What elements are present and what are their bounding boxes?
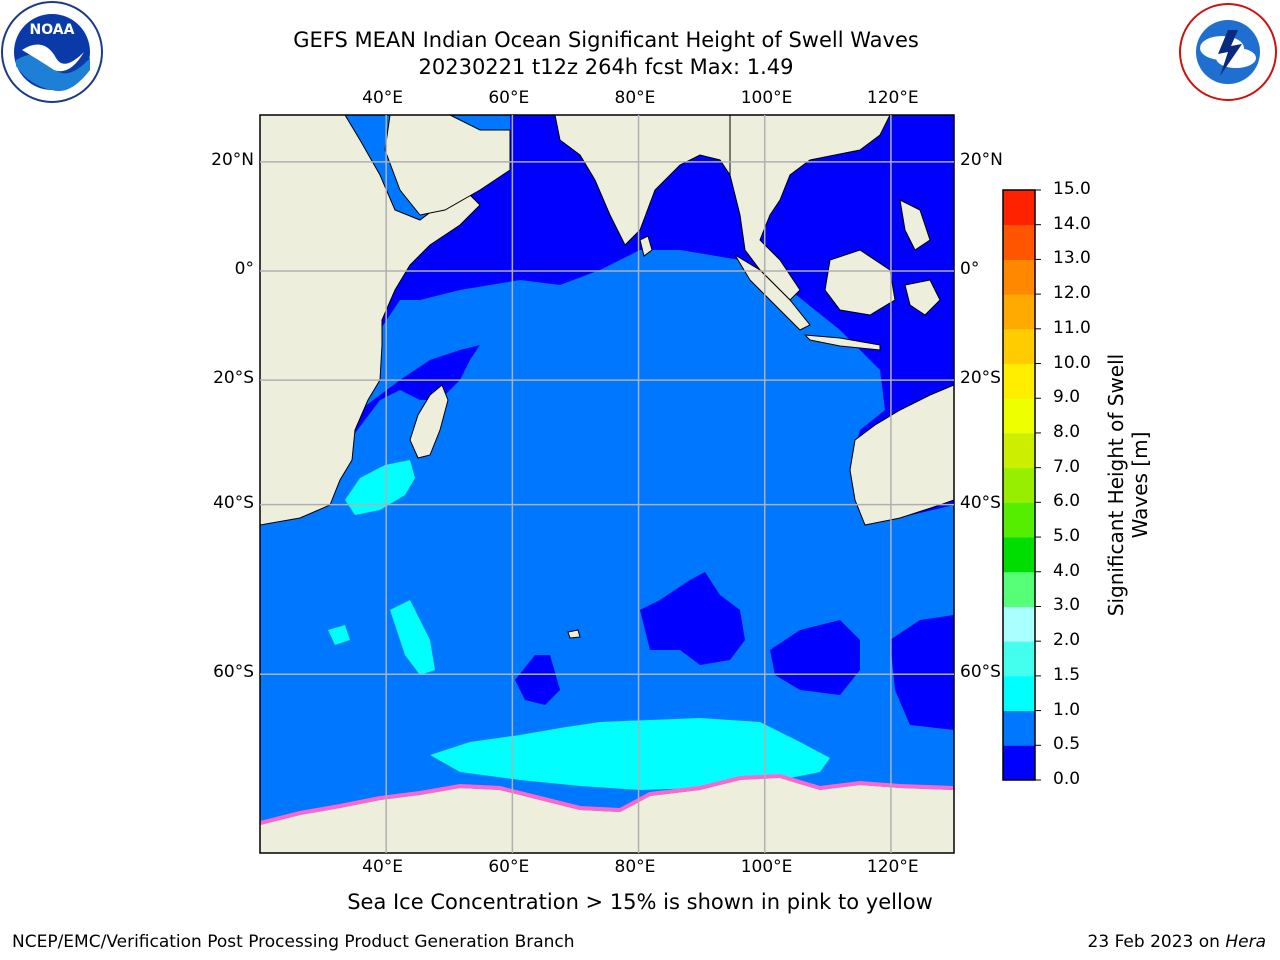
cyan-swell-south-patch [390,600,435,675]
footer-date-text: 23 Feb 2023 on [1087,932,1226,952]
lon-label: 40°E [362,857,404,877]
map-frame [259,114,955,854]
cyan-swell-small [328,625,350,645]
footer-credit: NCEP/EMC/Verification Post Processing Pr… [12,932,575,952]
lat-label: 60°S [213,662,254,683]
islands-east-land [899,199,931,251]
deep-swell-south-2 [770,620,860,695]
lon-label: 60°E [488,88,530,108]
colorbar-tick-label: 7.0 [1053,456,1081,477]
colorbar-segment [1003,537,1035,573]
sulawesi-land [904,279,941,316]
africa-land [260,115,481,526]
colorbar-tick-label: 6.0 [1053,491,1081,512]
graticule [260,115,954,853]
deep-swell-south-1 [640,572,745,665]
colorbar-segment [1003,641,1035,677]
arabia-land [384,115,511,216]
colorbar-segment [1003,398,1035,434]
colorbar-segment [1003,259,1035,295]
deep-swell-south-3 [890,615,954,730]
java-land [803,334,881,351]
deep-swell-region [380,115,954,520]
cyan-swell-south-band [430,718,830,790]
colorbar-tick-label: 5.0 [1053,526,1081,547]
colorbar-tick-label: 0.0 [1053,769,1081,789]
lon-label: 80°E [614,88,656,108]
lat-label: 20°S [960,368,1001,389]
colorbar-tick-label: 1.0 [1053,699,1081,720]
lon-label: 120°E [866,857,919,877]
lon-label: 100°E [740,857,793,877]
colorbar-tick-label: 4.0 [1053,560,1081,581]
deep-swell-madagascar [350,345,480,440]
sea-ice-edge [260,773,954,825]
colorbar-frame [1002,189,1036,781]
colorbar-tick-label: 9.0 [1053,387,1081,408]
kerguelen-land [567,629,581,639]
caption: Sea Ice Concentration > 15% is shown in … [347,890,933,914]
lat-label: 20°N [211,149,254,170]
srilanka-land [639,235,653,257]
nws-logo [1179,3,1277,101]
colorbar [1002,189,1041,781]
lat-label: 20°S [213,368,254,389]
lon-label: 120°E [866,88,919,108]
colorbar-tick-label: 0.5 [1053,734,1081,755]
lat-label: 40°S [960,492,1001,513]
lat-label: 0° [960,258,980,279]
india-land [554,115,731,246]
lon-label: 80°E [614,857,656,877]
colorbar-tick-label: 10.0 [1053,352,1091,373]
antarctica-land [260,778,954,853]
colorbar-segment [1003,606,1035,642]
colorbar-segment [1003,294,1035,330]
colorbar-segment [1003,432,1035,469]
colorbar-segment [1003,363,1035,399]
colorbar-tick-label: 13.0 [1053,248,1091,269]
lon-label: 100°E [740,88,793,108]
colorbar-tick-label: 3.0 [1053,595,1081,616]
colorbar-segment [1003,224,1035,260]
colorbar-segment [1003,467,1035,503]
colorbar-segment [1003,190,1035,226]
chart-title: GEFS MEAN Indian Ocean Significant Heigh… [293,28,919,52]
noaa-logo-text: NOAA [30,22,75,38]
colorbar-tick-label: 15.0 [1053,179,1091,199]
colorbar-tick-label: 12.0 [1053,283,1091,304]
lat-label: 60°S [960,662,1001,683]
chart-subtitle: 20230221 t12z 264h fcst Max: 1.49 [418,55,794,79]
colorbar-label: Significant Height of Swell Waves [m] [1104,353,1152,617]
colorbar-segment [1003,571,1035,607]
colorbar-segment [1003,328,1035,365]
lat-label: 40°S [213,492,254,513]
borneo-land [824,249,896,316]
colorbar-tick-label: 1.5 [1053,664,1081,685]
colorbar-segment [1003,710,1035,746]
colorbar-tick-label: 11.0 [1053,317,1091,338]
colorbar-tick-label: 14.0 [1053,213,1091,234]
colorbar-segment [1003,745,1035,781]
madagascar-land [409,384,449,459]
footer-machine: Hera [1225,932,1266,952]
noaa-logo: NOAA [1,1,103,103]
colorbar-tick-label: 8.0 [1053,421,1081,442]
cyan-swell-mozambique [345,460,415,515]
lat-label: 20°N [960,149,1003,170]
colorbar-tick-label: 2.0 [1053,630,1081,651]
colorbar-segment [1003,675,1035,712]
footer-date: 23 Feb 2023 on Hera [1088,932,1266,952]
lon-label: 60°E [488,857,530,877]
map-area [260,115,954,853]
colorbar-segment [1003,502,1035,538]
lat-label: 0° [234,258,254,279]
lon-label: 40°E [362,88,404,108]
deep-swell-south-4 [515,655,560,705]
